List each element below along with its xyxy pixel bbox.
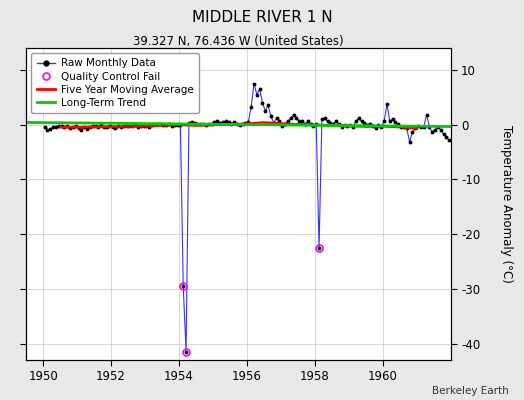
Text: MIDDLE RIVER 1 N: MIDDLE RIVER 1 N — [192, 10, 332, 25]
Legend: Raw Monthly Data, Quality Control Fail, Five Year Moving Average, Long-Term Tren: Raw Monthly Data, Quality Control Fail, … — [31, 53, 199, 113]
Title: 39.327 N, 76.436 W (United States): 39.327 N, 76.436 W (United States) — [133, 35, 344, 48]
Text: Berkeley Earth: Berkeley Earth — [432, 386, 508, 396]
Y-axis label: Temperature Anomaly (°C): Temperature Anomaly (°C) — [500, 125, 513, 283]
